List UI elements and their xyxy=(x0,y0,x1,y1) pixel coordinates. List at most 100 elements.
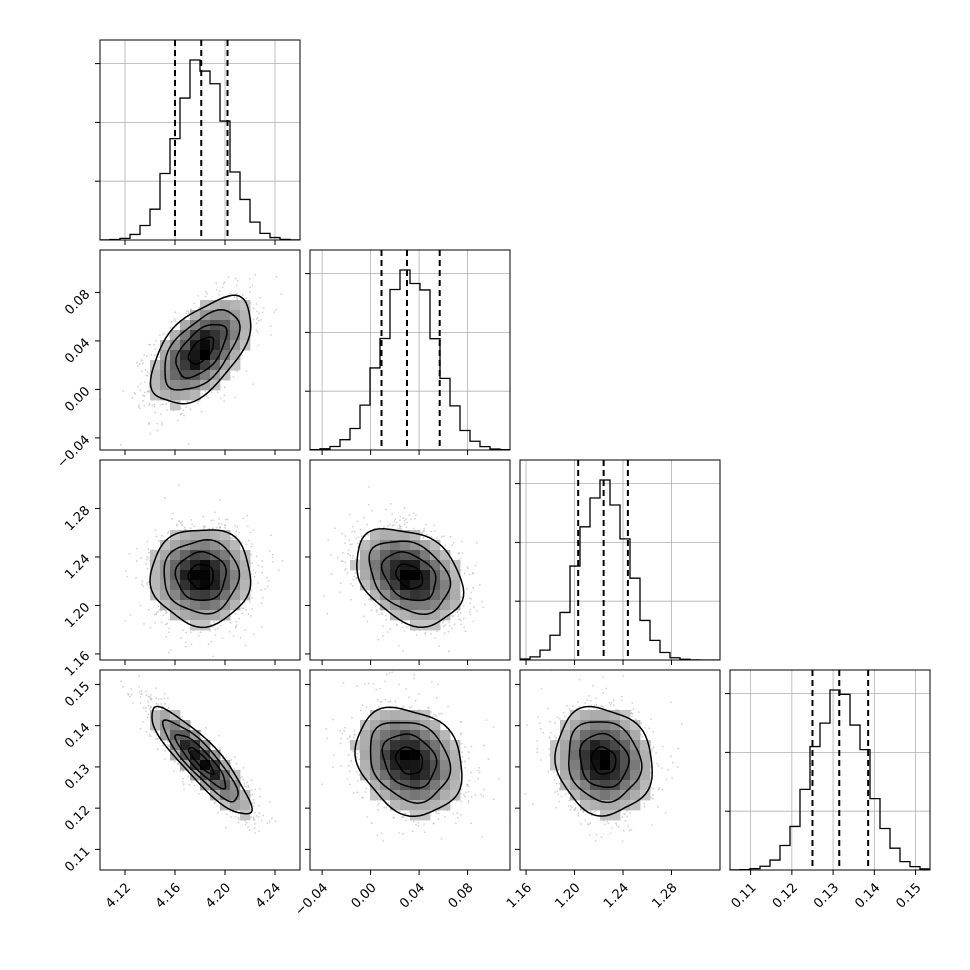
scatter-point xyxy=(219,499,221,501)
scatter-point xyxy=(380,612,383,614)
scatter-point xyxy=(154,348,157,350)
density-cell xyxy=(190,320,201,331)
scatter-point xyxy=(162,403,165,406)
scatter-point xyxy=(385,508,387,511)
scatter-point xyxy=(248,278,251,280)
scatter-point xyxy=(216,391,219,394)
density-cell xyxy=(180,360,191,371)
scatter-point xyxy=(403,630,406,632)
density-cell xyxy=(210,580,221,591)
scatter-point xyxy=(466,587,468,590)
scatter-point xyxy=(476,610,478,613)
scatter-point xyxy=(120,443,122,446)
scatter-point xyxy=(424,631,427,634)
scatter-point xyxy=(228,630,231,633)
density-cell xyxy=(410,560,421,571)
scatter-point xyxy=(266,576,268,579)
scatter-point xyxy=(462,617,465,620)
density-cell xyxy=(190,550,201,561)
scatter-point xyxy=(185,631,188,634)
contour-0 xyxy=(187,336,215,366)
scatter-point xyxy=(162,333,165,335)
scatter-point xyxy=(139,407,141,410)
scatter-point xyxy=(161,424,164,427)
scatter-point xyxy=(261,311,264,314)
scatter-point xyxy=(153,405,156,408)
scatter-point xyxy=(200,410,203,413)
density-cell xyxy=(450,570,461,581)
scatter-point xyxy=(252,529,255,532)
scatter-point xyxy=(180,413,182,416)
scatter-point xyxy=(272,553,274,556)
density-cell xyxy=(210,560,221,571)
scatter-point xyxy=(459,557,461,560)
scatter-point xyxy=(253,801,256,804)
scatter-point xyxy=(185,645,187,648)
scatter-point xyxy=(178,484,180,487)
panel-frame xyxy=(309,249,511,451)
scatter-point xyxy=(149,343,152,346)
scatter-point xyxy=(220,624,222,627)
scatter-point xyxy=(207,643,210,646)
scatter-point xyxy=(181,520,184,523)
scatter-point xyxy=(271,556,274,559)
scatter-point xyxy=(322,595,325,597)
scatter-point xyxy=(136,547,138,550)
density-cell xyxy=(420,620,431,631)
density-cell xyxy=(430,550,441,561)
scatter-point xyxy=(452,615,455,618)
scatter-point xyxy=(351,557,354,559)
scatter-point xyxy=(159,413,162,416)
density-cell xyxy=(200,300,211,311)
scatter-point xyxy=(452,541,455,544)
scatter-point xyxy=(251,562,253,565)
density-cell xyxy=(370,560,381,571)
scatter-point xyxy=(449,535,452,538)
density-cell xyxy=(430,610,441,621)
scatter-point xyxy=(461,540,463,543)
scatter-point xyxy=(185,312,187,315)
density-cell xyxy=(240,320,251,331)
scatter-point xyxy=(375,609,378,612)
scatter-point xyxy=(244,629,246,632)
scatter-point xyxy=(173,760,176,763)
scatter-point xyxy=(154,339,157,342)
scatter-point xyxy=(402,517,405,519)
scatter-point xyxy=(378,613,381,616)
scatter-point xyxy=(406,521,409,524)
scatter-point xyxy=(349,543,352,546)
scatter-point xyxy=(404,518,407,520)
density-cell xyxy=(400,570,411,581)
density-cell xyxy=(170,350,181,361)
scatter-point xyxy=(234,396,237,399)
density-cell xyxy=(150,560,161,571)
density-cell xyxy=(210,350,221,361)
scatter-point xyxy=(346,572,349,574)
density-cell xyxy=(200,580,211,591)
density-cell xyxy=(220,580,231,591)
scatter-point xyxy=(447,630,450,633)
scatter-point xyxy=(141,399,144,402)
scatter-point xyxy=(169,327,172,329)
density-cell xyxy=(170,370,181,381)
scatter-point xyxy=(422,536,425,538)
density-cell xyxy=(200,340,211,351)
scatter-point xyxy=(141,359,144,361)
hist-step-0 xyxy=(100,59,300,240)
scatter-point xyxy=(436,630,438,633)
scatter-point xyxy=(257,344,260,347)
scatter-point xyxy=(351,543,353,545)
scatter-point xyxy=(261,566,263,568)
density-cell xyxy=(230,310,241,321)
density-cell xyxy=(160,570,171,581)
density-cell xyxy=(410,570,421,581)
scatter-point xyxy=(470,597,473,600)
scatter-point xyxy=(257,319,260,322)
scatter-point xyxy=(281,560,284,562)
density-cell xyxy=(370,590,381,601)
scatter-point xyxy=(443,632,446,635)
scatter-point xyxy=(140,557,143,560)
scatter-point xyxy=(405,526,408,529)
scatter-point xyxy=(241,612,244,615)
scatter-point xyxy=(161,534,163,537)
